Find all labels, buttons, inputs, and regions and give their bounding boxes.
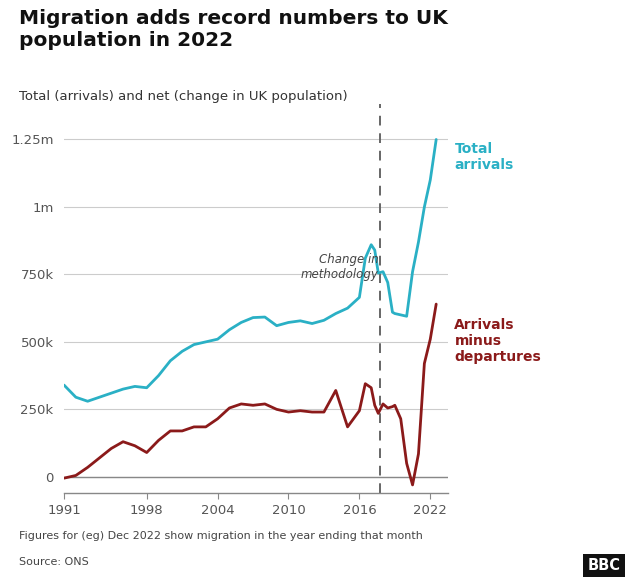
Text: Total
arrivals: Total arrivals bbox=[454, 142, 514, 172]
Text: Figures for (eg) Dec 2022 show migration in the year ending that month: Figures for (eg) Dec 2022 show migration… bbox=[19, 531, 423, 541]
Text: Change in
methodology: Change in methodology bbox=[300, 253, 378, 281]
Text: BBC: BBC bbox=[588, 558, 621, 573]
Text: Total (arrivals) and net (change in UK population): Total (arrivals) and net (change in UK p… bbox=[19, 90, 348, 103]
Text: Arrivals
minus
departures: Arrivals minus departures bbox=[454, 318, 541, 364]
Text: Source: ONS: Source: ONS bbox=[19, 557, 89, 567]
Text: Migration adds record numbers to UK
population in 2022: Migration adds record numbers to UK popu… bbox=[19, 9, 448, 50]
